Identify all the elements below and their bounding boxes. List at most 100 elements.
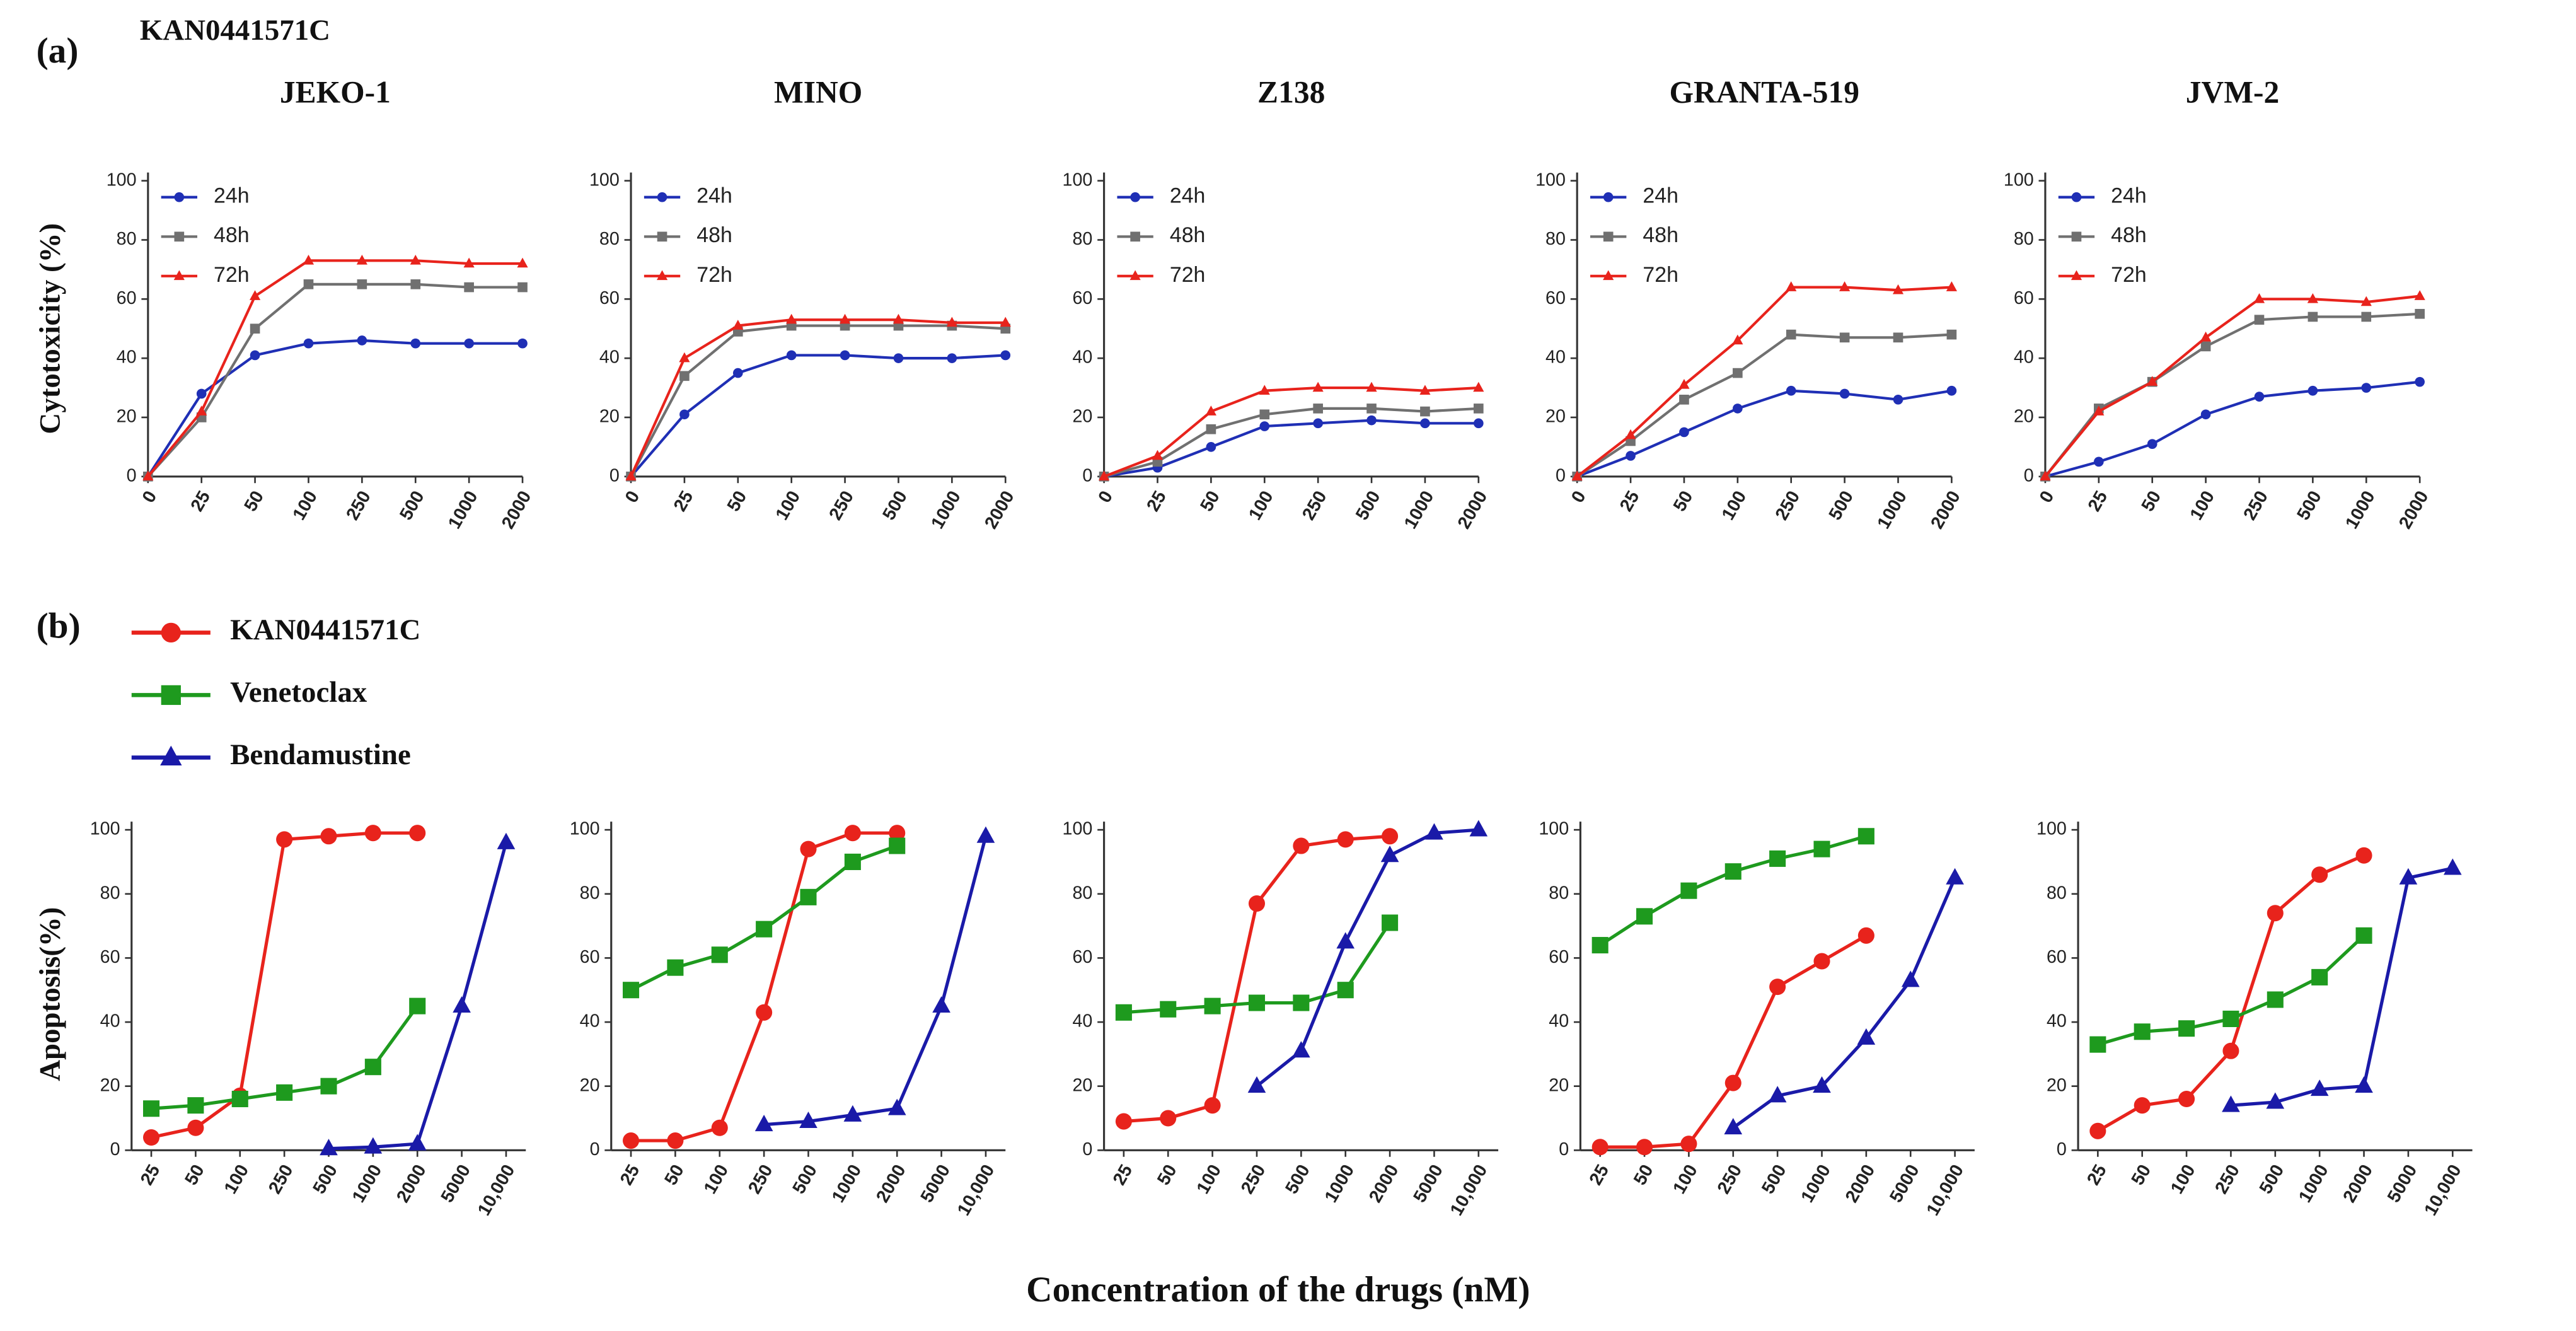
marker	[463, 257, 475, 268]
marker	[679, 371, 690, 381]
legend-label: 48h	[2111, 223, 2147, 247]
x-tick-label: 250	[2239, 487, 2272, 523]
legend-label: 24h	[696, 184, 732, 208]
y-tick-label: 20	[580, 1075, 600, 1095]
marker	[1857, 927, 1874, 944]
series-line	[630, 318, 1006, 477]
x-tick-label: 250	[2211, 1161, 2244, 1197]
marker	[1636, 1139, 1653, 1156]
legend-label: 48h	[1170, 223, 1206, 247]
marker	[667, 1132, 684, 1149]
x-tick-label: 1000	[1321, 1161, 1359, 1206]
marker	[1336, 932, 1355, 949]
marker	[231, 1090, 248, 1108]
marker	[2071, 192, 2082, 202]
y-tick-label: 60	[2014, 288, 2034, 308]
x-tick-label: 250	[744, 1161, 777, 1197]
x-tick-label: 5000	[1886, 1161, 1924, 1206]
marker	[409, 997, 426, 1014]
y-tick-label: 100	[1535, 170, 1566, 190]
marker	[357, 335, 367, 346]
marker	[1425, 823, 1443, 840]
marker	[711, 946, 728, 963]
marker	[1206, 442, 1216, 452]
y-tick-label: 20	[1549, 1075, 1569, 1095]
y-tick-label: 80	[2014, 229, 2034, 249]
marker	[2200, 331, 2212, 342]
marker	[161, 685, 181, 706]
y-tick-label: 60	[100, 947, 120, 967]
x-tick-label: 500	[879, 487, 911, 523]
legend-label: 72h	[696, 263, 732, 287]
marker	[409, 825, 426, 842]
x-tick-label: 2000	[872, 1161, 910, 1206]
marker	[2200, 409, 2211, 420]
x-tick-label: 100	[772, 487, 805, 523]
marker	[2071, 270, 2082, 281]
marker	[756, 1004, 773, 1021]
legend-label: 24h	[2111, 184, 2147, 208]
x-tick-label: 2000	[1842, 1161, 1880, 1206]
marker	[1129, 270, 1141, 281]
x-tick-label: 5000	[1409, 1161, 1447, 1206]
marker	[2415, 376, 2425, 387]
y-axis-label: Apoptosis(%)	[33, 907, 66, 1081]
marker	[889, 825, 906, 842]
x-tick-label: 0	[2036, 487, 2059, 506]
x-tick-label: 10,000	[1447, 1161, 1492, 1219]
marker	[2267, 905, 2284, 922]
marker	[303, 279, 314, 289]
marker	[1892, 284, 1904, 294]
marker	[408, 1134, 427, 1151]
marker	[1901, 970, 1920, 987]
marker	[1420, 418, 1430, 429]
marker	[844, 825, 861, 842]
marker	[2360, 296, 2372, 306]
x-tick-label: 5000	[2384, 1161, 2422, 1206]
marker	[1680, 1136, 1697, 1153]
y-tick-label: 60	[1549, 947, 1569, 967]
y-tick-label: 20	[2047, 1075, 2067, 1095]
y-tick-label: 0	[127, 465, 137, 485]
marker	[196, 405, 207, 416]
marker	[142, 1129, 160, 1146]
marker	[623, 982, 640, 999]
legend-label: 72h	[1170, 263, 1206, 287]
y-tick-label: 40	[580, 1011, 600, 1032]
x-tick-label: 50	[1630, 1161, 1658, 1189]
x-tick-label: 50	[1670, 487, 1697, 515]
marker	[276, 831, 293, 848]
series-line	[328, 842, 508, 1151]
marker	[1160, 1110, 1177, 1127]
y-tick-label: 60	[1072, 288, 1092, 308]
marker	[623, 1132, 640, 1149]
marker	[1591, 937, 1609, 954]
x-tick-label: 2000	[2395, 487, 2433, 532]
marker	[1786, 385, 1796, 396]
marker	[1857, 1028, 1876, 1045]
series-line	[2044, 312, 2420, 478]
x-tick-label: 25	[137, 1161, 165, 1189]
marker	[756, 921, 773, 938]
y-tick-label: 60	[580, 947, 600, 967]
x-tick-label: 1000	[1873, 487, 1911, 532]
x-tick-label: 1000	[1797, 1161, 1835, 1206]
marker	[1366, 381, 1377, 392]
marker	[2093, 405, 2105, 416]
marker	[1382, 828, 1399, 845]
x-tick-label: 10,000	[474, 1161, 519, 1219]
marker	[1419, 385, 1431, 395]
marker	[1571, 470, 1583, 481]
x-tick-label: 100	[221, 1161, 253, 1197]
marker	[2222, 1010, 2239, 1027]
legend-label: 72h	[214, 263, 250, 287]
y-tick-label: 20	[117, 407, 137, 427]
marker	[517, 257, 528, 268]
x-tick-label: 1000	[2342, 487, 2379, 532]
series-line	[631, 831, 898, 1142]
marker	[1473, 381, 1484, 392]
marker	[410, 279, 421, 289]
marker	[1679, 427, 1689, 438]
x-tick-label: 100	[289, 487, 321, 523]
marker	[657, 231, 667, 242]
